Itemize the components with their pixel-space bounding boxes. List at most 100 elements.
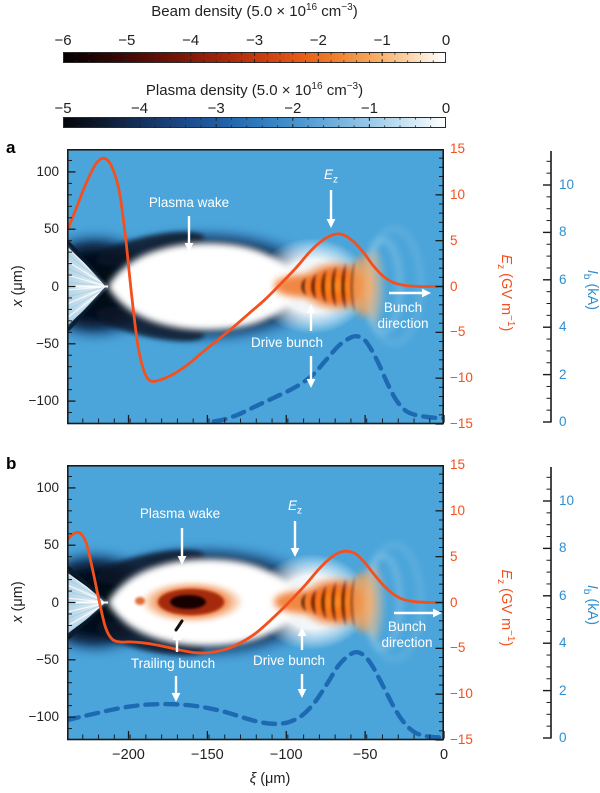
colorbar-tick-label: −2 [284, 100, 302, 117]
ez-axis-exp: −1 [504, 630, 516, 642]
x-axis-unit: (μm) [256, 771, 291, 787]
bunch-tail-fringe [365, 566, 383, 638]
ez-tick-label: 0 [450, 594, 458, 610]
colorbar-tick-label: 0 [441, 32, 451, 49]
ib-tick-label: 8 [559, 540, 567, 556]
y-tick-label: 50 [43, 537, 59, 553]
panel-a-arrows [184, 190, 431, 388]
sheath-edge-top [96, 231, 204, 267]
beam-colorbar-title: Beam density (5.0 × 1016 cm−3) [63, 2, 446, 20]
colorbar-tick-label: −4 [131, 100, 149, 117]
panel-a-curves [67, 156, 444, 424]
ez-tick-label: −15 [450, 732, 473, 747]
plasma-title-post: ) [358, 82, 364, 99]
bunch-dark-stripe [331, 581, 336, 624]
beam-colorbar-ticks [75, 52, 434, 63]
ez-tick-label: 5 [450, 232, 458, 248]
ib-tick-label: 2 [559, 682, 567, 698]
annotation-arrowhead [306, 304, 316, 313]
y-axis-symbol: x [10, 615, 26, 623]
fan-edge-dark [67, 285, 110, 333]
annotation-arrowhead [171, 693, 181, 702]
panel-b-heatmap [67, 466, 444, 740]
ez-axis-exp: −1 [504, 315, 516, 327]
panel-b-plot [67, 465, 552, 741]
annotation-bunch-direction: Bunch direction [377, 300, 429, 331]
annotation-arrowhead [326, 219, 336, 228]
fan-edge-dark [67, 565, 110, 604]
plasma-colorbar-ticks [77, 117, 432, 128]
x-tick-label: 0 [439, 747, 449, 763]
plot-frame [67, 465, 444, 741]
bunch-bright-stripe [346, 578, 351, 627]
fan-streak [67, 260, 109, 288]
annotation-arrowhead [433, 608, 442, 618]
bunch-dark-stripe [301, 593, 306, 612]
panel-a-plot [67, 149, 552, 425]
plasma-colorbar [63, 117, 446, 128]
bunch-dark-stripe [311, 273, 316, 300]
annotation-drive-bunch: Drive bunch [252, 653, 326, 668]
bunch-bright-stripe [306, 591, 311, 614]
ez-tick-label: −10 [450, 686, 473, 702]
bunch-dark-stripe [301, 277, 306, 296]
ib-tick-label: 0 [559, 730, 567, 745]
fan-streak [67, 285, 109, 312]
bunch-dark-stripe [321, 269, 326, 304]
bunch-bright-stripe [336, 264, 341, 309]
ez-axis-symbol: E [498, 254, 515, 265]
y-tick-label: −50 [36, 651, 59, 667]
bunch-bright-stripe [316, 271, 321, 302]
annotation-arrowhead [297, 689, 307, 698]
annotation-arrowhead [184, 243, 194, 252]
colorbar-tick-label: −1 [373, 32, 391, 49]
panel-a-letter: a [6, 138, 16, 157]
bunch-dark-stripe [331, 265, 336, 308]
beam-title-pre: Beam density (5.0 × 10 [151, 3, 306, 20]
ez-tick-label: 10 [450, 186, 466, 202]
fan-streak [67, 590, 109, 604]
bunch-bright-stripe [326, 267, 331, 306]
trailing-bunch-speck [135, 597, 145, 605]
fan-streak [67, 584, 109, 604]
annotation-trailing-bunch: Trailing bunch [130, 656, 216, 671]
x-axis-label: ξ (μm) [195, 770, 345, 788]
ez-tick-label: −5 [450, 324, 466, 340]
beam-title-post: ) [352, 3, 358, 20]
ib-tick-label: 6 [559, 271, 567, 287]
ib-tick-label: 8 [559, 224, 567, 240]
x-tick-label: −150 [191, 747, 224, 763]
beam-fan-streaks [67, 239, 110, 333]
annotation-arrowhead [172, 631, 182, 640]
ez-axis-symbol: E [498, 569, 515, 580]
plasma-title-exp: 16 [311, 81, 323, 92]
y-tick-label: 50 [43, 221, 59, 237]
ez-tick-label: 15 [450, 141, 466, 156]
ib-tick-label: 0 [559, 414, 567, 429]
ez-tick-label: −5 [450, 640, 466, 656]
plasma-title-mid: cm [322, 82, 347, 99]
annotation-arrowhead [297, 627, 307, 636]
panel-b-curves [67, 530, 444, 740]
beam-title-exp: 16 [305, 2, 318, 13]
colorbar-tick-label: −3 [207, 100, 225, 117]
fan-streak [67, 285, 109, 298]
bunch-dark-stripe [341, 262, 346, 311]
sheath-edge-top [96, 549, 204, 585]
colorbar-tick-label: −1 [360, 100, 378, 117]
ez-tick-label: 5 [450, 548, 458, 564]
y-axis-symbol: x [10, 299, 26, 307]
fan-streak [67, 267, 109, 288]
fan-streak [67, 274, 109, 288]
annotation-arrowhead [306, 379, 316, 388]
annotation-plasma-wake: Plasma wake [139, 506, 221, 521]
bunch-tail-fringe [365, 250, 383, 322]
y-tick-label: −50 [36, 335, 59, 351]
ib-curve [211, 333, 444, 424]
y-tick-label: −100 [28, 393, 59, 409]
colorbar-tick-label: −2 [309, 32, 327, 49]
colorbar-tick-label: −5 [118, 32, 136, 49]
ez-curve [67, 530, 444, 655]
ez-axis-unit: (GV m [498, 269, 515, 316]
